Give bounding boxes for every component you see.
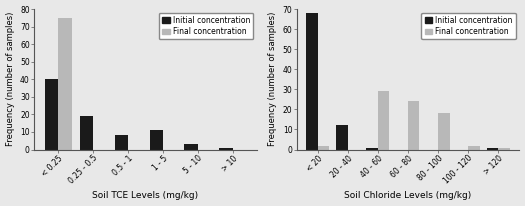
X-axis label: Soil TCE Levels (mg/kg): Soil TCE Levels (mg/kg) <box>92 191 198 200</box>
Bar <box>487 147 498 150</box>
Bar <box>318 145 329 150</box>
Bar <box>438 114 449 150</box>
Bar <box>498 147 510 150</box>
X-axis label: Soil Chloride Levels (mg/kg): Soil Chloride Levels (mg/kg) <box>344 191 471 200</box>
Bar <box>45 79 58 150</box>
Y-axis label: Frequency (number of samples): Frequency (number of samples) <box>6 12 15 146</box>
Bar <box>366 147 378 150</box>
Bar <box>150 130 163 150</box>
Bar <box>378 91 390 150</box>
Bar <box>408 101 419 150</box>
Bar <box>219 148 233 150</box>
Legend: Initial concentration, Final concentration: Initial concentration, Final concentrati… <box>422 13 516 39</box>
Bar <box>337 125 348 150</box>
Bar <box>306 13 318 150</box>
Bar <box>58 18 71 150</box>
Legend: Initial concentration, Final concentration: Initial concentration, Final concentrati… <box>159 13 253 39</box>
Y-axis label: Frequency (number of samples): Frequency (number of samples) <box>268 12 277 146</box>
Bar <box>80 116 93 150</box>
Bar <box>115 136 128 150</box>
Bar <box>468 145 480 150</box>
Bar <box>184 144 198 150</box>
